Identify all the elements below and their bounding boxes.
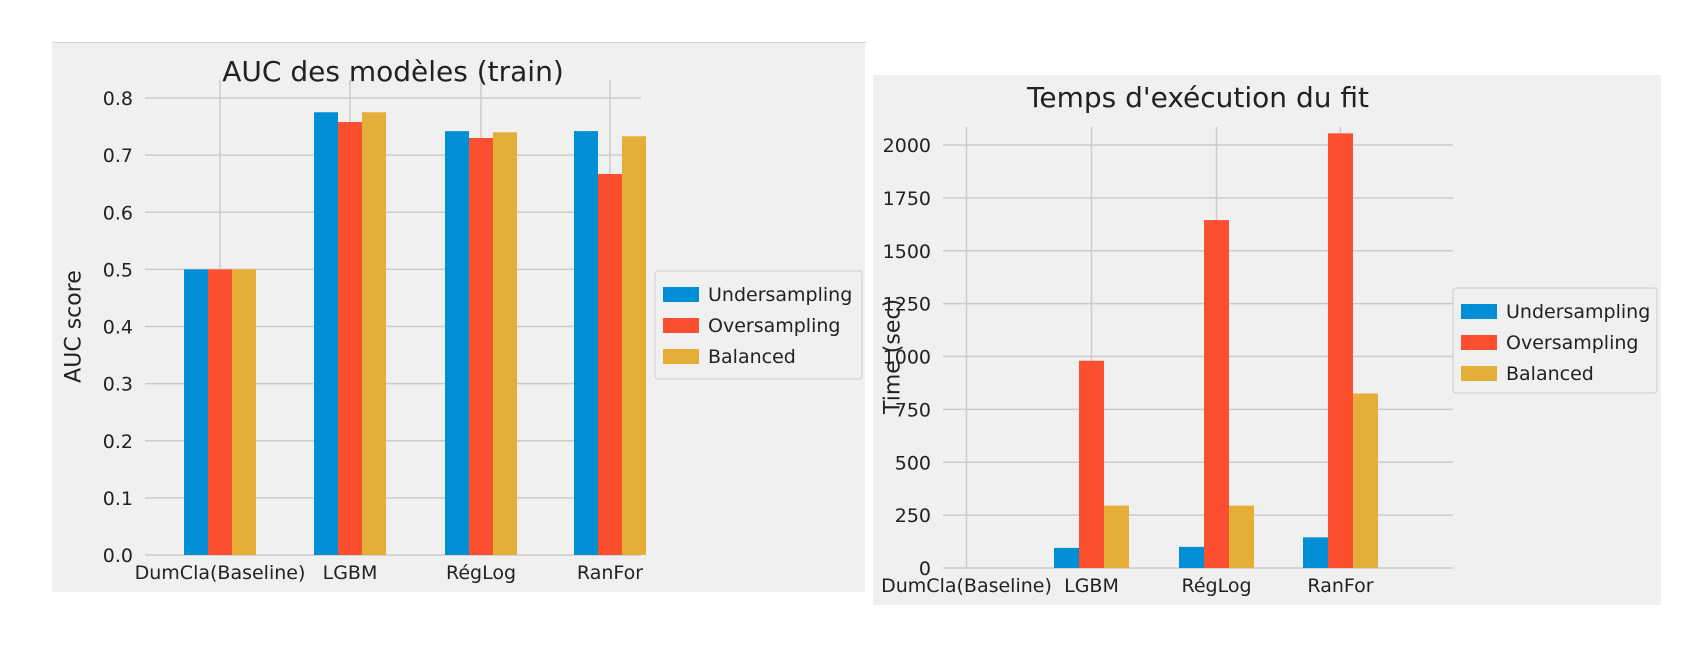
auc-chart: 0.0 0.1 0.2 0.3 0.4 0.5 0.6 0.7 0.8 DumCla(Baseli… <box>52 43 865 592</box>
legend-swatch-oversampling <box>1461 335 1497 350</box>
bar-undersampling-1 <box>314 112 338 555</box>
legend-swatch-balanced <box>1461 366 1497 381</box>
bar-undersampling-3 <box>1303 537 1328 568</box>
y-tick-label: 0.8 <box>103 88 133 110</box>
y-tick-label: 0.6 <box>103 202 133 224</box>
bar-undersampling-2 <box>445 131 469 555</box>
y-axis-label: Time (sec) <box>881 299 906 415</box>
legend-label-undersampling: Undersampling <box>1506 301 1650 323</box>
y-tick-label: 1250 <box>883 294 931 316</box>
x-tick-label: RanFor <box>577 562 643 584</box>
bar-undersampling-2 <box>1179 546 1204 568</box>
chart-panel-auc: 0.0 0.1 0.2 0.3 0.4 0.5 0.6 0.7 0.8 DumCla(Baseli… <box>52 43 865 592</box>
y-tick-label: 1750 <box>883 188 931 210</box>
y-tick-label: 0.4 <box>103 317 133 339</box>
legend-swatch-oversampling <box>663 318 699 333</box>
y-tick-label: 0.5 <box>103 259 133 281</box>
bar-balanced-1 <box>362 112 386 555</box>
bar-balanced-3 <box>622 136 646 555</box>
chart-title: Temps d'exécution du fit <box>1026 81 1369 114</box>
bar-balanced-2 <box>493 132 517 555</box>
y-tick-label: 0.3 <box>103 374 133 396</box>
y-axis-label: AUC score <box>62 270 87 383</box>
y-tick-label: 750 <box>895 399 931 421</box>
chart-panel-time: 0 250 500 750 1000 1250 1500 1750 2000 DumCla(Bas… <box>873 75 1661 605</box>
bar-balanced-0 <box>232 269 256 555</box>
bar-oversampling-3 <box>598 173 622 555</box>
x-tick-label: LGBM <box>323 562 378 584</box>
legend-label-undersampling: Undersampling <box>708 284 852 306</box>
bar-oversampling-1 <box>1079 360 1104 568</box>
y-tick-label: 2000 <box>883 135 931 157</box>
y-tick-label: 0.2 <box>103 431 133 453</box>
legend-swatch-undersampling <box>1461 304 1497 319</box>
bar-oversampling-2 <box>1204 220 1229 568</box>
legend-swatch-balanced <box>663 349 699 364</box>
top-divider-line <box>52 42 867 43</box>
y-tick-label: 250 <box>895 505 931 527</box>
x-tick-label: LGBM <box>1064 575 1119 597</box>
fit-time-chart: 0 250 500 750 1000 1250 1500 1750 2000 DumCla(Bas… <box>873 75 1661 605</box>
bar-oversampling-3 <box>1328 133 1353 568</box>
x-tick-label: DumCla(Baseline) <box>881 575 1052 597</box>
legend-label-oversampling: Oversampling <box>708 315 840 337</box>
bar-balanced-3 <box>1353 393 1378 568</box>
bar-undersampling-1 <box>1054 547 1079 568</box>
y-tick-label: 0.1 <box>103 488 133 510</box>
bar-undersampling-0 <box>184 269 208 555</box>
bar-undersampling-3 <box>574 131 598 555</box>
x-tick-label: RégLog <box>1181 575 1251 597</box>
bar-oversampling-1 <box>338 121 362 556</box>
bar-oversampling-2 <box>469 137 493 556</box>
y-tick-label: 0 <box>919 558 931 580</box>
legend-box <box>1452 287 1658 394</box>
y-tick-label: 0.7 <box>103 145 133 167</box>
y-tick-label: 1000 <box>883 347 931 369</box>
bar-balanced-2 <box>1229 505 1254 568</box>
legend-box <box>654 270 863 380</box>
legend-label-oversampling: Oversampling <box>1506 332 1638 354</box>
bar-balanced-1 <box>1104 505 1129 568</box>
y-tick-label: 0.0 <box>103 545 133 567</box>
x-tick-label: RanFor <box>1307 575 1373 597</box>
legend-label-balanced: Balanced <box>708 346 796 368</box>
chart-title: AUC des modèles (train) <box>222 55 564 88</box>
x-tick-label: RégLog <box>446 562 516 584</box>
legend-swatch-undersampling <box>663 287 699 302</box>
legend-label-balanced: Balanced <box>1506 363 1594 385</box>
x-tick-label: DumCla(Baseline) <box>135 562 306 584</box>
bar-oversampling-0 <box>208 269 232 555</box>
y-tick-label: 500 <box>895 452 931 474</box>
y-tick-label: 1500 <box>883 241 931 263</box>
